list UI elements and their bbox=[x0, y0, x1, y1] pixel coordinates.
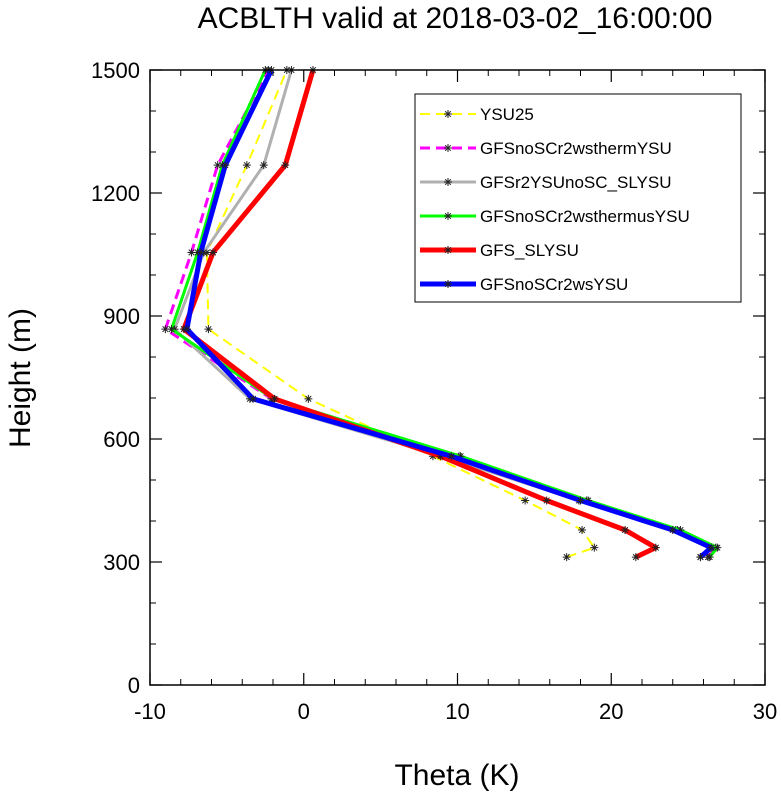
data-point-marker bbox=[621, 526, 630, 535]
data-point-marker bbox=[281, 161, 290, 170]
data-point-marker bbox=[713, 543, 722, 552]
chart-title: ACBLTH valid at 2018-03-02_16:00:00 bbox=[198, 2, 713, 35]
x-axis-label: Theta (K) bbox=[394, 759, 519, 792]
data-point-marker bbox=[696, 553, 705, 562]
data-point-marker bbox=[705, 553, 714, 562]
data-point-marker bbox=[707, 543, 716, 552]
data-point-marker bbox=[562, 553, 571, 562]
y-tick-label: 600 bbox=[103, 427, 140, 452]
data-point-marker bbox=[204, 325, 213, 334]
data-point-marker bbox=[161, 325, 170, 334]
legend-marker bbox=[444, 178, 452, 186]
data-point-marker bbox=[631, 553, 640, 562]
data-point-marker bbox=[521, 496, 530, 505]
legend-label: GFSr2YSUnoSC_SLYSU bbox=[480, 173, 671, 192]
x-tick-label: 10 bbox=[445, 699, 469, 724]
legend-marker bbox=[444, 246, 452, 254]
y-tick-label: 900 bbox=[103, 304, 140, 329]
legend-marker bbox=[444, 280, 452, 288]
data-point-marker bbox=[428, 452, 437, 461]
y-tick-label: 1500 bbox=[91, 58, 140, 83]
data-point-marker bbox=[668, 526, 677, 535]
legend-marker bbox=[444, 212, 452, 220]
data-point-marker bbox=[676, 526, 685, 535]
series-layer bbox=[161, 66, 722, 562]
legend-label: GFSnoSCr2wsthermusYSU bbox=[480, 207, 690, 226]
data-point-marker bbox=[196, 248, 205, 257]
series-line-GFSnoSCr2wsthermusYSU bbox=[170, 69, 719, 559]
data-point-marker bbox=[213, 161, 222, 170]
data-point-marker bbox=[436, 452, 445, 461]
legend-marker bbox=[444, 144, 452, 152]
data-point-marker bbox=[542, 496, 551, 505]
data-point-marker bbox=[270, 394, 279, 403]
y-tick-label: 1200 bbox=[91, 181, 140, 206]
data-point-marker bbox=[259, 161, 268, 170]
data-point-marker bbox=[187, 248, 196, 257]
series-line-YSU25 bbox=[205, 69, 596, 559]
legend-label: GFSnoSCr2wsYSU bbox=[480, 275, 628, 294]
legend-label: GFS_SLYSU bbox=[480, 241, 579, 260]
data-point-marker bbox=[456, 452, 465, 461]
data-point-marker bbox=[590, 543, 599, 552]
data-point-marker bbox=[578, 526, 587, 535]
y-tick-label: 300 bbox=[103, 550, 140, 575]
y-axis-label: Height (m) bbox=[4, 308, 37, 448]
data-point-marker bbox=[304, 394, 313, 403]
data-point-marker bbox=[182, 325, 191, 334]
data-point-marker bbox=[167, 325, 176, 334]
data-point-marker bbox=[651, 543, 660, 552]
data-point-marker bbox=[576, 496, 585, 505]
x-tick-label: 20 bbox=[599, 699, 623, 724]
data-point-marker bbox=[249, 394, 258, 403]
data-point-marker bbox=[221, 161, 230, 170]
legend: YSU25 GFSnoSCr2wsthermYSU GFSr2YSUnoSC_SLY… bbox=[414, 93, 742, 303]
data-point-marker bbox=[447, 452, 456, 461]
series-line-GFSnoSCr2wsYSU bbox=[184, 68, 714, 559]
plot-frame bbox=[149, 69, 766, 686]
y-tick-label: 0 bbox=[128, 673, 140, 698]
legend-label: YSU25 bbox=[480, 105, 534, 124]
x-tick-label: 0 bbox=[298, 699, 310, 724]
x-tick-label: 30 bbox=[753, 699, 777, 724]
legend-box bbox=[414, 93, 742, 303]
legend-marker bbox=[444, 110, 452, 118]
data-point-marker bbox=[242, 161, 251, 170]
x-tick-label: -10 bbox=[134, 699, 166, 724]
legend-label: GFSnoSCr2wsthermYSU bbox=[480, 139, 672, 158]
data-point-marker bbox=[209, 248, 218, 257]
